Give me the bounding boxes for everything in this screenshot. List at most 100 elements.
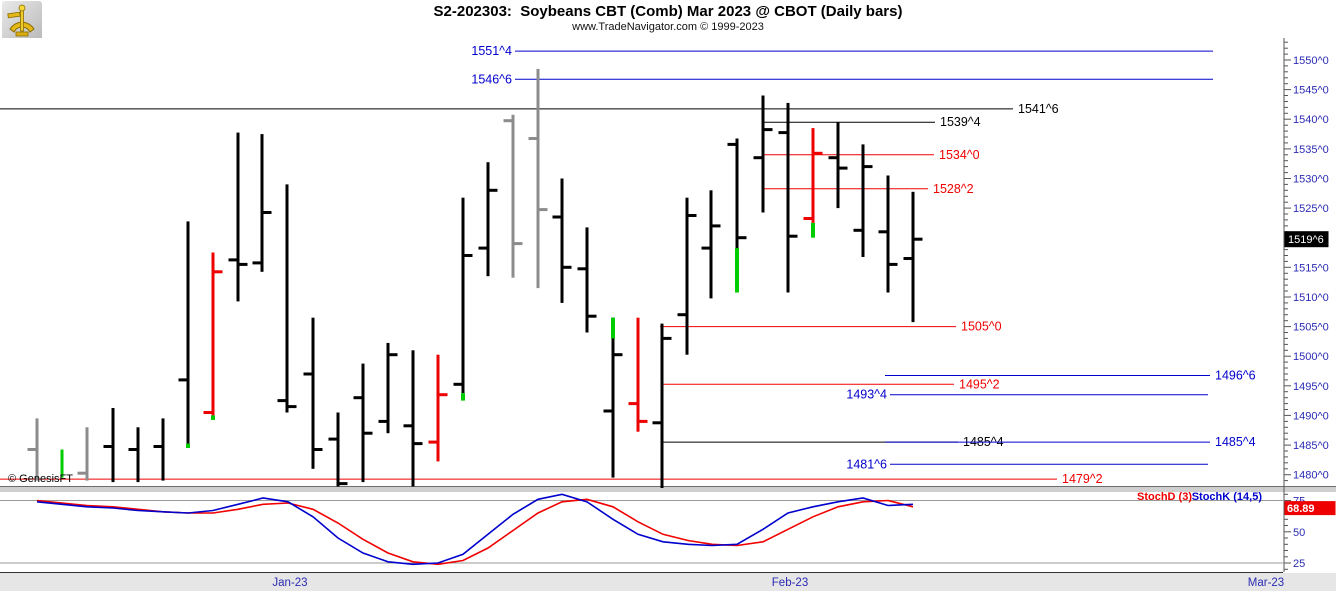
stoch-axis-label: 25 [1293,558,1305,570]
price-bar[interactable] [161,418,165,481]
price-bar[interactable] [361,363,365,483]
price-bar[interactable] [386,342,390,434]
close-tick [263,211,272,214]
price-bar[interactable] [636,317,640,432]
open-tick [252,261,261,265]
close-tick [464,254,473,257]
close-tick [414,442,423,446]
close-tick [764,128,773,132]
close-tick [214,270,223,274]
price-bar[interactable] [735,138,739,293]
close-tick [814,151,823,155]
close-tick [614,353,623,357]
open-tick [428,440,437,444]
price-axis-label: 1545^0 [1293,85,1329,97]
stoch-d-label: StochD (3) [1137,491,1192,503]
chart-subtitle: www.TradeNavigator.com © 1999-2023 [572,21,764,33]
swing-line-label: 1479^2 [1062,472,1103,486]
price-bar[interactable] [436,354,440,462]
price-bar[interactable] [886,175,890,293]
price-axis-label: 1530^0 [1293,174,1329,186]
open-tick [178,378,187,382]
close-tick [738,236,747,240]
genesis-watermark: © GenesisFT [8,473,73,485]
open-tick [903,257,912,260]
swing-line-label: 1546^6 [471,72,512,86]
price-axis-label: 1525^0 [1293,203,1329,215]
price-bar[interactable] [260,134,264,272]
open-tick [878,230,887,234]
price-bar[interactable] [861,144,865,257]
close-tick [364,431,373,435]
panel-separator[interactable] [0,487,1336,492]
open-tick [378,419,387,423]
close-tick [563,265,572,269]
close-tick [514,242,523,246]
price-bar[interactable] [60,449,64,478]
price-axis-label: 1490^0 [1293,410,1329,422]
time-axis-strip [0,573,1336,591]
price-bar[interactable] [111,408,115,483]
open-tick [701,246,710,250]
close-tick [314,448,323,451]
stochastic-panel[interactable] [0,492,1283,572]
close-tick [688,214,697,217]
price-bar[interactable] [311,317,315,469]
open-tick [753,156,762,160]
price-bar[interactable] [211,252,215,416]
price-bar[interactable] [486,162,490,277]
price-bar[interactable] [811,128,815,223]
price-bar[interactable] [560,178,564,303]
close-tick [889,262,898,266]
time-axis-label: Mar-23 [1248,577,1284,589]
swing-line-label: 1551^4 [471,44,512,58]
swing-line-label: 1481^6 [846,457,887,471]
open-tick [77,471,86,475]
price-bar[interactable] [511,114,515,278]
stoch-value-badge [1284,501,1336,516]
close-tick [639,419,648,423]
price-axis-label: 1510^0 [1293,292,1329,304]
swing-line-label: 1505^0 [961,320,1002,334]
time-axis-label: Feb-23 [772,577,808,589]
sextant-icon [7,4,35,37]
price-bar[interactable] [85,427,89,481]
price-axis-label: 1485^0 [1293,440,1329,452]
price-bar[interactable] [536,68,540,289]
open-tick [153,445,162,448]
price-bar[interactable] [136,427,140,483]
green-highlight-segment [811,222,815,238]
app-logo-icon[interactable] [2,1,42,41]
price-bar[interactable] [685,197,689,355]
open-tick [803,217,812,220]
swing-line-label: 1534^0 [939,148,980,162]
current-price-badge [1284,231,1329,248]
price-bar[interactable] [611,317,615,478]
price-bar[interactable] [709,190,713,299]
stoch-k-line[interactable] [36,493,914,566]
time-axis-label: Jan-23 [272,577,307,589]
stoch-value-badge-label: 68.89 [1287,503,1315,515]
price-panel[interactable] [0,38,1283,487]
close-tick [389,353,398,357]
price-bar[interactable] [236,132,240,302]
price-bar[interactable] [461,197,465,394]
price-bar[interactable] [761,95,765,213]
close-tick [864,165,873,169]
close-tick [712,224,721,228]
price-bar[interactable] [836,122,840,209]
price-bar[interactable] [585,227,589,333]
price-bar[interactable] [660,323,664,488]
chart-title: S2-202303: Soybeans CBT (Comb) Mar 2023 … [433,3,903,20]
price-bar[interactable] [285,184,289,413]
close-tick [588,314,597,318]
price-bar[interactable] [911,191,915,323]
price-bar[interactable] [35,418,39,481]
price-bar[interactable] [411,350,415,487]
price-bar[interactable] [186,221,190,444]
price-bar[interactable] [336,412,340,487]
close-tick [839,166,848,170]
price-bar[interactable] [786,102,790,293]
swing-line-label: 1496^6 [1215,369,1256,383]
